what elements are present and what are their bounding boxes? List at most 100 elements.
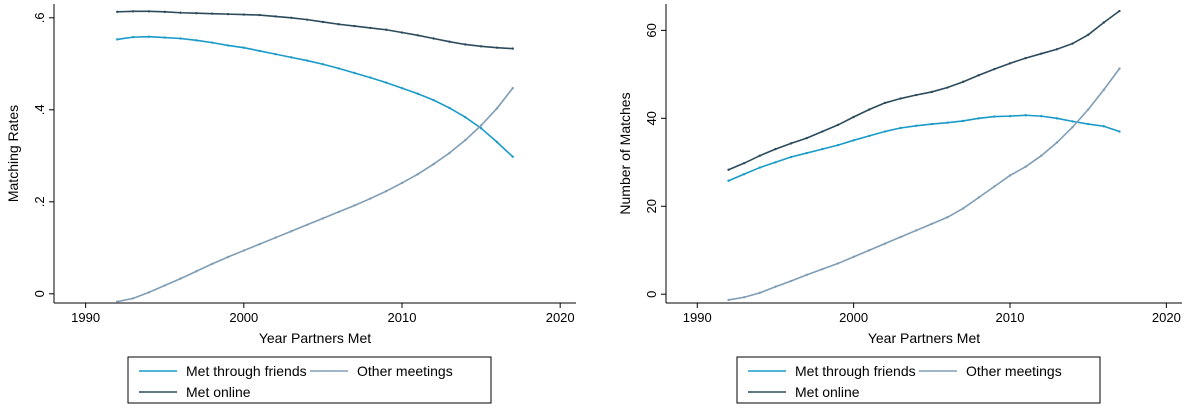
data-point-other-meetings <box>774 285 777 288</box>
data-point-met-through-friends <box>1118 130 1121 133</box>
data-point-other-meetings <box>1071 125 1074 129</box>
data-point-other-meetings <box>805 273 808 277</box>
data-point-other-meetings <box>479 124 483 127</box>
data-point-met-online <box>432 37 435 40</box>
data-point-met-online <box>416 34 420 37</box>
data-point-met-online <box>1102 21 1106 24</box>
legend: Met through friends Other meetings Met onl… <box>127 356 492 404</box>
data-point-met-online <box>195 12 198 15</box>
y-tick-label: 60 <box>644 23 659 37</box>
x-tick-label: 2020 <box>1152 310 1181 325</box>
data-point-other-meetings <box>511 86 514 90</box>
data-point-met-online <box>1086 33 1090 36</box>
data-point-met-through-friends <box>758 166 762 169</box>
data-point-met-through-friends <box>416 92 420 95</box>
data-point-met-through-friends <box>226 44 230 47</box>
data-point-other-meetings <box>1008 174 1012 177</box>
data-point-met-online <box>899 97 902 100</box>
data-point-met-through-friends <box>977 117 980 120</box>
data-point-other-meetings <box>448 151 451 155</box>
data-point-met-through-friends <box>369 76 372 79</box>
data-point-met-through-friends <box>353 71 356 75</box>
data-point-other-meetings <box>930 222 934 226</box>
data-point-met-through-friends <box>774 161 777 164</box>
data-point-met-online <box>1024 56 1027 60</box>
data-point-met-through-friends <box>727 179 730 182</box>
legend-box <box>127 356 492 404</box>
data-point-met-through-friends <box>290 56 293 59</box>
data-point-met-online <box>274 15 277 18</box>
data-point-met-online <box>147 10 151 13</box>
data-point-met-through-friends <box>1040 114 1043 118</box>
chart-panel-2: 1990 2000 2010 2020 0 20 40 60 Year Partners Met… <box>617 4 1182 404</box>
data-point-met-online <box>930 90 934 94</box>
data-point-met-through-friends <box>195 39 198 42</box>
data-point-other-meetings <box>836 262 840 265</box>
data-point-met-online <box>495 46 499 49</box>
data-point-other-meetings <box>727 298 730 302</box>
data-point-met-online <box>242 13 246 16</box>
data-point-met-online <box>511 47 514 50</box>
data-point-other-meetings <box>131 297 135 300</box>
legend-label: Met through friends <box>186 363 307 379</box>
data-point-met-online <box>179 11 182 14</box>
x-tick-label: 1990 <box>683 310 712 325</box>
data-point-other-meetings <box>1024 165 1027 168</box>
data-point-other-meetings <box>1040 154 1043 157</box>
data-point-met-online <box>479 45 483 48</box>
data-point-met-through-friends <box>242 46 246 49</box>
data-point-other-meetings <box>899 235 902 239</box>
data-point-met-through-friends <box>258 49 261 53</box>
y-tick-label: 20 <box>644 199 659 213</box>
data-point-met-through-friends <box>836 143 840 147</box>
data-point-met-through-friends <box>789 155 793 159</box>
data-point-met-through-friends <box>899 126 902 130</box>
data-point-met-through-friends <box>742 172 746 176</box>
data-point-met-through-friends <box>1055 117 1059 120</box>
data-point-met-through-friends <box>179 37 182 40</box>
data-point-other-meetings <box>883 242 887 245</box>
data-point-other-meetings <box>1086 108 1090 111</box>
legend: Met through friends Other meetings Met onl… <box>736 356 1101 404</box>
data-point-met-online <box>821 130 824 133</box>
chart-panel-1: 1990 2000 2010 2020 0 .2 .4 .6 Year Partners Met… <box>5 4 576 404</box>
data-point-other-meetings <box>1118 67 1121 70</box>
data-point-met-through-friends <box>337 67 340 70</box>
data-point-met-online <box>163 10 166 14</box>
y-tick-label: .4 <box>32 104 47 115</box>
data-point-other-meetings <box>258 242 261 246</box>
data-point-met-online <box>868 108 871 111</box>
data-point-met-online <box>852 115 855 119</box>
data-point-other-meetings <box>210 262 214 266</box>
data-point-met-online <box>1118 9 1121 13</box>
y-axis-title: Matching Rates <box>5 105 21 202</box>
data-point-other-meetings <box>305 223 309 226</box>
data-point-met-through-friends <box>868 134 871 138</box>
data-point-met-through-friends <box>321 63 325 66</box>
data-point-met-online <box>883 101 887 105</box>
data-point-other-meetings <box>147 291 151 294</box>
y-tick-label: .2 <box>32 196 47 207</box>
data-point-met-online <box>993 67 996 71</box>
data-point-other-meetings <box>946 216 949 219</box>
data-point-met-through-friends <box>131 35 135 39</box>
data-point-other-meetings <box>1102 88 1106 91</box>
data-point-met-online <box>337 23 340 26</box>
data-point-met-through-friends <box>210 41 214 44</box>
data-point-other-meetings <box>993 185 996 188</box>
legend-label: Other meetings <box>357 363 453 379</box>
data-point-other-meetings <box>742 296 746 299</box>
legend-label: Met online <box>186 384 251 400</box>
data-point-met-online <box>774 147 777 151</box>
y-tick-label: 0 <box>644 291 659 298</box>
x-tick-label: 2010 <box>996 310 1025 325</box>
y-tick-label: 0 <box>32 290 47 297</box>
series-line-met-through-friends <box>728 114 1120 182</box>
data-point-met-through-friends <box>805 151 808 155</box>
data-point-met-online <box>226 12 230 16</box>
y-tick-label: .6 <box>32 12 47 23</box>
data-point-met-online <box>384 28 388 31</box>
data-point-other-meetings <box>195 270 198 273</box>
